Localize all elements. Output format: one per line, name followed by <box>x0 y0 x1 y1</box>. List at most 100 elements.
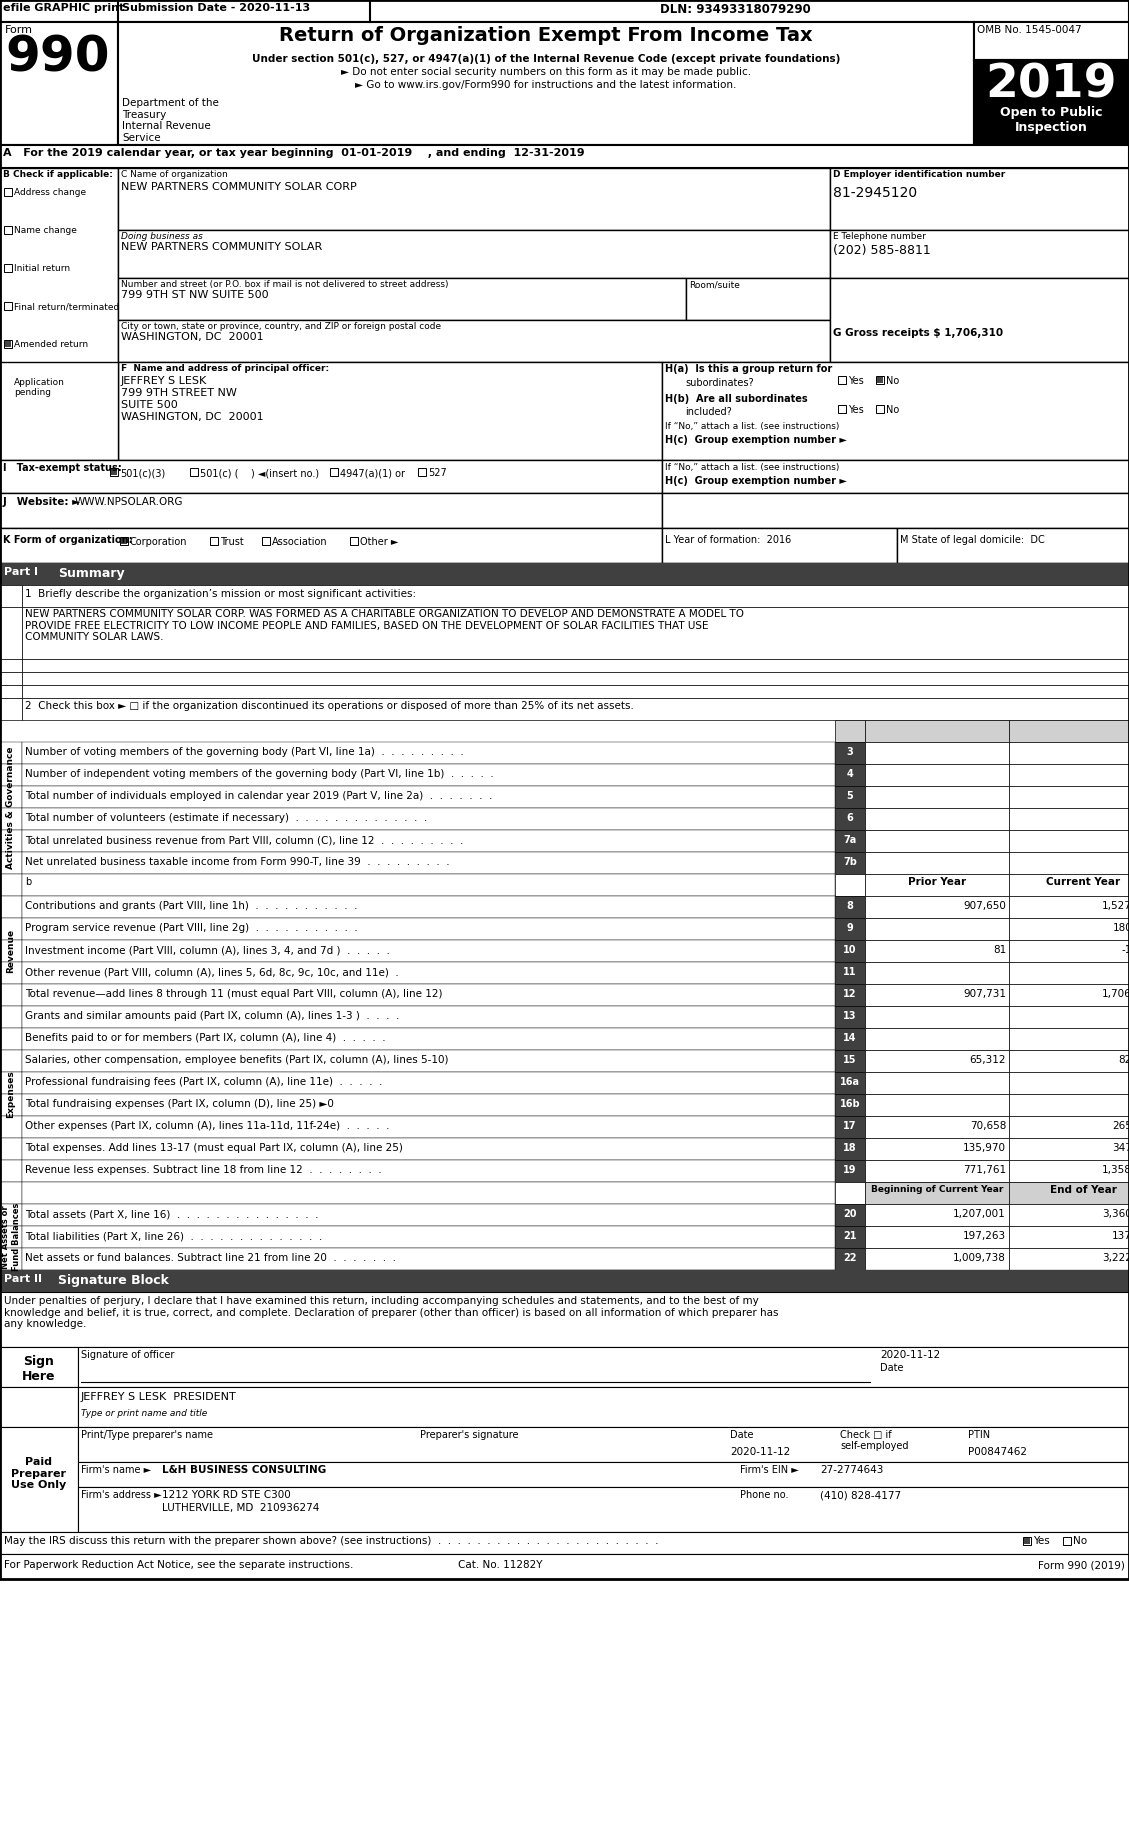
Text: Number of independent voting members of the governing body (Part VI, line 1b)  .: Number of independent voting members of … <box>25 769 493 778</box>
Bar <box>0 585 21 607</box>
Bar <box>0 1532 1129 1554</box>
Bar <box>0 918 21 940</box>
Text: 18: 18 <box>843 1143 857 1152</box>
Bar <box>119 361 662 459</box>
Bar <box>662 361 1129 459</box>
Text: 70,658: 70,658 <box>970 1121 1006 1130</box>
Text: G Gross receipts $ 1,706,310: G Gross receipts $ 1,706,310 <box>833 328 1004 337</box>
Bar <box>0 361 119 459</box>
Bar <box>0 1160 21 1182</box>
Text: Application
pending: Application pending <box>14 378 64 398</box>
Bar <box>1009 1248 1129 1271</box>
Text: 1,527,868: 1,527,868 <box>1102 902 1129 911</box>
Bar <box>1009 808 1129 830</box>
Text: Signature of officer: Signature of officer <box>81 1350 174 1361</box>
Bar <box>21 1027 835 1049</box>
Bar <box>1009 874 1129 896</box>
Bar <box>865 1027 1009 1049</box>
Text: Part II: Part II <box>5 1274 42 1283</box>
Bar <box>865 808 1009 830</box>
Bar <box>119 321 830 361</box>
Bar <box>835 741 865 763</box>
Bar <box>0 985 21 1007</box>
Text: Grants and similar amounts paid (Part IX, column (A), lines 1-3 )  .  .  .  .: Grants and similar amounts paid (Part IX… <box>25 1011 400 1022</box>
Bar <box>0 22 119 146</box>
Text: 11: 11 <box>843 966 857 977</box>
Text: -1,558: -1,558 <box>1121 944 1129 955</box>
Bar <box>21 1248 835 1271</box>
Bar <box>865 874 1009 896</box>
Bar <box>835 830 865 852</box>
Text: 7a: 7a <box>843 835 857 845</box>
Bar <box>21 1093 835 1116</box>
Bar <box>121 538 126 544</box>
Bar <box>21 940 835 963</box>
Bar <box>0 1346 78 1387</box>
Text: Professional fundraising fees (Part IX, column (A), line 11e)  .  .  .  .  .: Professional fundraising fees (Part IX, … <box>25 1077 383 1086</box>
Bar <box>1009 719 1129 741</box>
Bar <box>865 896 1009 918</box>
Bar <box>1009 1138 1129 1160</box>
Text: Investment income (Part VIII, column (A), lines 3, 4, and 7d )  .  .  .  .  .: Investment income (Part VIII, column (A)… <box>25 944 390 955</box>
Text: 135,970: 135,970 <box>963 1143 1006 1152</box>
Bar <box>21 1182 835 1204</box>
Bar <box>865 763 1009 786</box>
Bar <box>5 264 12 273</box>
Bar <box>0 830 21 852</box>
Bar <box>865 1204 1009 1226</box>
Text: 81-2945120: 81-2945120 <box>833 186 917 199</box>
Text: JEFFREY S LESK  PRESIDENT: JEFFREY S LESK PRESIDENT <box>81 1392 237 1401</box>
Bar <box>974 22 1129 61</box>
Bar <box>350 537 358 546</box>
Text: Form 990 (2019): Form 990 (2019) <box>1039 1560 1124 1569</box>
Bar <box>0 1204 21 1226</box>
Text: H(c)  Group exemption number ►: H(c) Group exemption number ► <box>665 435 847 444</box>
Bar <box>686 278 830 321</box>
Bar <box>21 1160 835 1182</box>
Text: JEFFREY S LESK: JEFFREY S LESK <box>121 376 208 385</box>
Text: Firm's EIN ►: Firm's EIN ► <box>739 1464 798 1475</box>
Bar <box>21 684 1129 699</box>
Bar <box>1009 1204 1129 1226</box>
Text: Number of voting members of the governing body (Part VI, line 1a)  .  .  .  .  .: Number of voting members of the governin… <box>25 747 464 758</box>
Text: Corporation: Corporation <box>130 537 187 548</box>
Text: 20: 20 <box>843 1210 857 1219</box>
Bar <box>865 852 1009 874</box>
Bar <box>21 1226 835 1248</box>
Bar <box>0 1071 21 1093</box>
Bar <box>0 1138 21 1160</box>
Bar <box>865 985 1009 1007</box>
Text: 2  Check this box ► □ if the organization discontinued its operations or dispose: 2 Check this box ► □ if the organization… <box>25 701 633 712</box>
Text: 2019: 2019 <box>986 63 1117 109</box>
Bar <box>662 492 1129 527</box>
Bar <box>119 230 830 278</box>
Bar <box>21 1007 835 1027</box>
Text: 9: 9 <box>847 924 854 933</box>
Text: Final return/terminated: Final return/terminated <box>14 302 120 312</box>
Bar <box>5 302 12 310</box>
Text: NEW PARTNERS COMMUNITY SOLAR CORP. WAS FORMED AS A CHARITABLE ORGANIZATION TO DE: NEW PARTNERS COMMUNITY SOLAR CORP. WAS F… <box>25 609 744 642</box>
Text: Signature Block: Signature Block <box>58 1274 169 1287</box>
Bar <box>865 1138 1009 1160</box>
Text: OMB No. 1545-0047: OMB No. 1545-0047 <box>977 26 1082 35</box>
Text: Total number of volunteers (estimate if necessary)  .  .  .  .  .  .  .  .  .  .: Total number of volunteers (estimate if … <box>25 813 427 822</box>
Text: Total assets (Part X, line 16)  .  .  .  .  .  .  .  .  .  .  .  .  .  .  .: Total assets (Part X, line 16) . . . . .… <box>25 1210 318 1219</box>
Text: Total liabilities (Part X, line 26)  .  .  .  .  .  .  .  .  .  .  .  .  .  .: Total liabilities (Part X, line 26) . . … <box>25 1232 322 1241</box>
Bar <box>835 763 865 786</box>
Text: B Check if applicable:: B Check if applicable: <box>3 170 113 179</box>
Text: Revenue less expenses. Subtract line 18 from line 12  .  .  .  .  .  .  .  .: Revenue less expenses. Subtract line 18 … <box>25 1165 382 1175</box>
Text: 13: 13 <box>843 1011 857 1022</box>
Text: No: No <box>1073 1536 1087 1545</box>
Text: WASHINGTON, DC  20001: WASHINGTON, DC 20001 <box>121 411 264 422</box>
Bar <box>0 1387 78 1427</box>
Bar <box>21 963 835 985</box>
Text: 5: 5 <box>847 791 854 800</box>
Bar <box>0 1007 21 1027</box>
Text: Expenses: Expenses <box>7 1070 16 1117</box>
Bar <box>835 940 865 963</box>
Bar <box>21 985 835 1007</box>
Bar <box>865 830 1009 852</box>
Text: L Year of formation:  2016: L Year of formation: 2016 <box>665 535 791 546</box>
Bar <box>1009 940 1129 963</box>
Text: 1212 YORK RD STE C300: 1212 YORK RD STE C300 <box>161 1490 291 1499</box>
